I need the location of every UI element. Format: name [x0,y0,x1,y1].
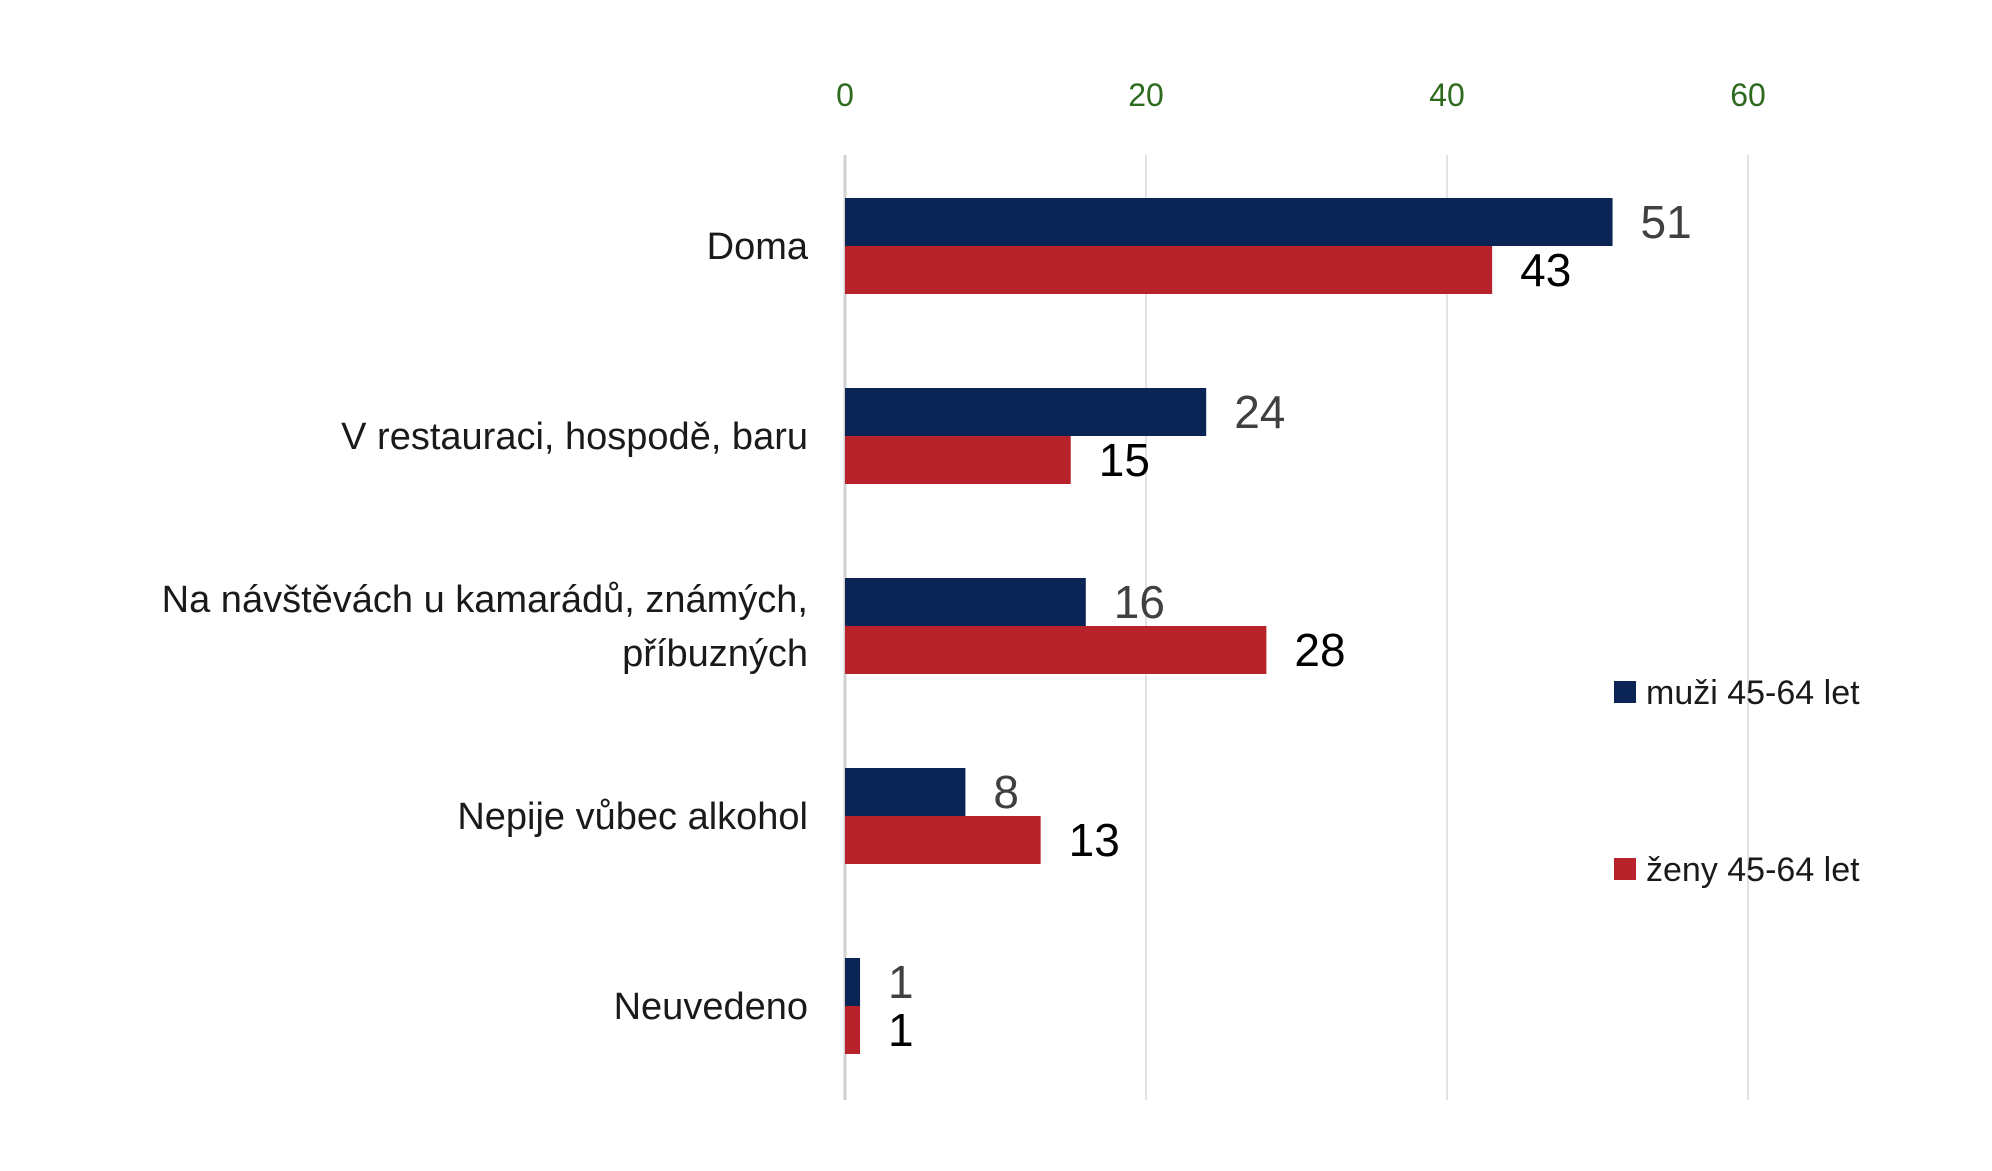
data-label: 13 [1069,814,1120,866]
data-label: 8 [993,766,1019,818]
x-tick-label: 20 [1128,77,1164,113]
legend-label: ženy 45-64 let [1646,851,1860,889]
x-tick-label: 60 [1730,77,1766,113]
bar-women [845,816,1041,864]
bar-men [845,958,861,1006]
data-label: 24 [1234,386,1285,438]
x-tick-label: 40 [1429,77,1465,113]
category-label: Neuvedeno [614,986,808,1028]
bars [845,198,1613,1054]
data-label: 43 [1520,244,1571,296]
legend-swatch [1614,858,1636,880]
bar-men [845,578,1086,626]
legend: muži 45-64 let ženy 45-64 let [1614,674,1860,889]
data-label: 15 [1099,434,1150,486]
category-labels: Doma V restauraci, hospodě, baru Na návště… [162,226,809,1028]
data-label: 16 [1114,576,1165,628]
bar-women [845,626,1267,674]
x-axis-ticks: 0 20 40 60 [836,77,1766,113]
bar-women [845,1006,861,1054]
category-label: V restauraci, hospodě, baru [341,416,808,458]
bar-men [845,198,1613,246]
data-labels: 51 24 16 8 1 43 15 28 13 1 [888,196,1692,1056]
x-tick-label: 0 [836,77,854,113]
data-label: 1 [888,956,914,1008]
data-label: 28 [1294,624,1345,676]
data-label: 51 [1641,196,1692,248]
data-label: 1 [888,1004,914,1056]
category-label: Na návštěvách u kamarádů, známých, příbuz… [162,579,808,675]
legend-label: muži 45-64 let [1646,674,1860,712]
bar-men [845,768,966,816]
bar-women [845,436,1071,484]
category-label: Nepije vůbec alkohol [457,796,808,838]
category-label: Doma [707,226,809,268]
bar-women [845,246,1493,294]
bar-men [845,388,1207,436]
legend-swatch [1614,681,1636,703]
